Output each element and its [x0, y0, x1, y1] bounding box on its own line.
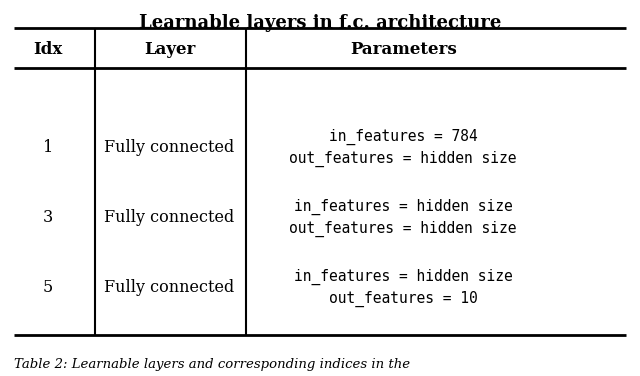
Text: in_features = hidden size: in_features = hidden size — [294, 199, 513, 215]
Text: 5: 5 — [43, 279, 53, 297]
Text: in_features = hidden size: in_features = hidden size — [294, 269, 513, 285]
Text: Parameters: Parameters — [350, 41, 456, 59]
Text: in_features = 784: in_features = 784 — [329, 129, 477, 145]
Text: 3: 3 — [43, 209, 53, 226]
Text: out_features = hidden size: out_features = hidden size — [289, 221, 517, 237]
Text: out_features = 10: out_features = 10 — [329, 291, 477, 307]
Text: Table 2: Learnable layers and corresponding indices in the: Table 2: Learnable layers and correspond… — [14, 358, 410, 371]
Text: Learnable layers in f.c. architecture: Learnable layers in f.c. architecture — [139, 14, 501, 32]
Text: Fully connected: Fully connected — [104, 139, 235, 156]
Text: Idx: Idx — [33, 41, 63, 59]
Text: 1: 1 — [43, 139, 53, 156]
Text: Fully connected: Fully connected — [104, 279, 235, 297]
Text: Layer: Layer — [144, 41, 195, 59]
Text: Fully connected: Fully connected — [104, 209, 235, 226]
Text: out_features = hidden size: out_features = hidden size — [289, 151, 517, 167]
